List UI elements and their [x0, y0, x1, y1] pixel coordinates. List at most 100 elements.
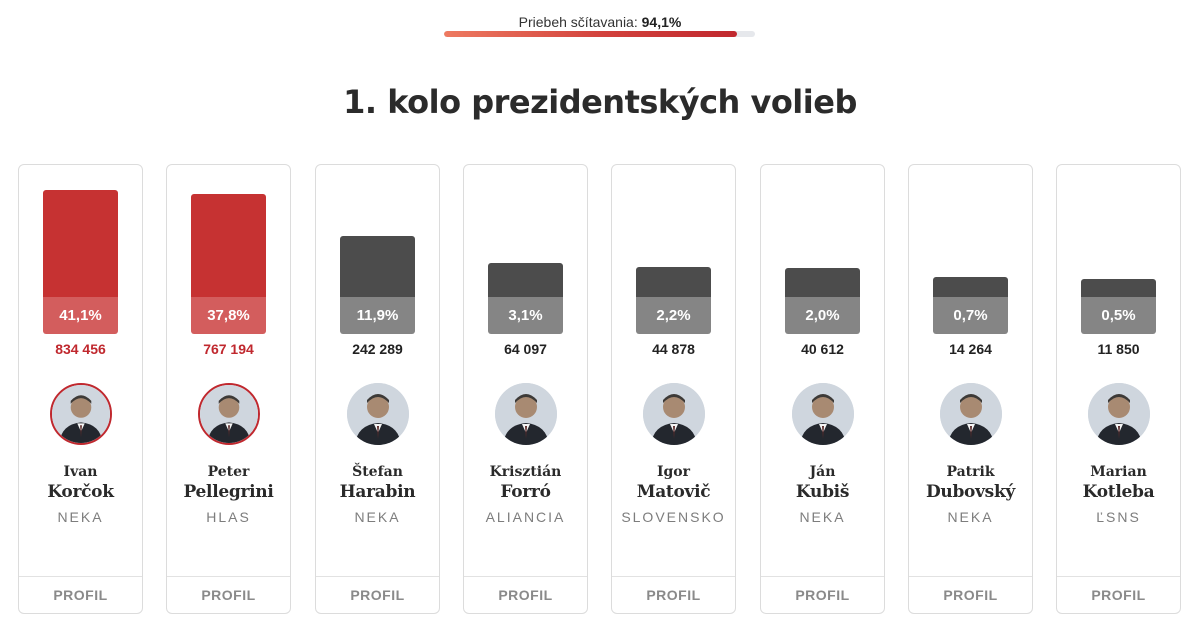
person-silhouette-icon [200, 385, 258, 443]
candidate-card: 0,5% 11 850 Marian Kotleba ĽSNS PROFIL [1056, 164, 1181, 614]
candidate-party: NEKA [57, 509, 104, 525]
candidate-party: SLOVENSKO [621, 509, 726, 525]
counting-label: Priebeh sčítavania: [518, 14, 638, 30]
result-bar-fill [785, 267, 860, 297]
vote-count: 11 850 [1097, 341, 1140, 357]
candidate-party: HLAS [206, 509, 251, 525]
candidate-card: 37,8% 767 194 Peter Pellegrini HLAS PROFIL [166, 164, 291, 614]
candidate-avatar [1088, 383, 1150, 445]
candidate-card: 2,2% 44 878 Igor Matovič SLOVENSKO PROFIL [611, 164, 736, 614]
result-percent: 2,2% [636, 296, 711, 334]
candidate-last-name: Matovič [636, 482, 711, 502]
result-bar: 41,1% [43, 190, 118, 334]
vote-count: 44 878 [652, 341, 695, 357]
candidate-avatar [495, 383, 557, 445]
candidate-avatar [792, 383, 854, 445]
candidate-party: NEKA [354, 509, 401, 525]
candidate-first-name: Krisztián [489, 464, 562, 480]
profile-link[interactable]: PROFIL [943, 587, 998, 603]
candidate-party: ALIANCIA [485, 509, 566, 525]
candidate-card: 2,0% 40 612 Ján Kubiš NEKA PROFIL [760, 164, 885, 614]
candidate-avatar [198, 383, 260, 445]
person-silhouette-icon [495, 383, 557, 445]
result-bar-fill [191, 194, 266, 297]
profile-link[interactable]: PROFIL [1091, 587, 1146, 603]
result-bar-fill [933, 276, 1008, 297]
card-divider [1057, 576, 1180, 577]
vote-count: 40 612 [801, 341, 844, 357]
card-divider [761, 576, 884, 577]
result-bar: 0,5% [1081, 278, 1156, 334]
candidate-first-name: Patrik [946, 464, 995, 480]
vote-count: 767 194 [203, 341, 254, 357]
result-bar: 0,7% [933, 276, 1008, 334]
result-percent: 3,1% [488, 296, 563, 334]
candidate-avatar [347, 383, 409, 445]
candidate-last-name: Forró [500, 482, 551, 502]
vote-count: 64 097 [504, 341, 547, 357]
candidate-first-name: Ivan [63, 464, 98, 480]
candidate-last-name: Kubiš [795, 482, 850, 502]
person-silhouette-icon [940, 383, 1002, 445]
vote-count: 834 456 [55, 341, 106, 357]
result-bar-fill [636, 266, 711, 297]
candidate-list: 41,1% 834 456 Ivan Korčok NEKA PROFIL 37,8% 767… [18, 164, 1182, 614]
result-bar-fill [340, 236, 415, 297]
card-divider [167, 576, 290, 577]
profile-link[interactable]: PROFIL [350, 587, 405, 603]
result-bar: 3,1% [488, 262, 563, 334]
candidate-last-name: Harabin [339, 482, 416, 502]
card-divider [612, 576, 735, 577]
result-bar: 2,2% [636, 266, 711, 334]
candidate-card: 11,9% 242 289 Štefan Harabin NEKA PROFIL [315, 164, 440, 614]
vote-count: 14 264 [949, 341, 992, 357]
candidate-card: 0,7% 14 264 Patrik Dubovský NEKA PROFIL [908, 164, 1033, 614]
person-silhouette-icon [1088, 383, 1150, 445]
result-bar-fill [43, 190, 118, 297]
candidate-first-name: Peter [207, 464, 250, 480]
candidate-party: ĽSNS [1096, 509, 1141, 525]
candidate-first-name: Štefan [352, 464, 403, 480]
counting-progress-text: Priebeh sčítavania: 94,1% [0, 12, 1200, 32]
person-silhouette-icon [643, 383, 705, 445]
candidate-card: 41,1% 834 456 Ivan Korčok NEKA PROFIL [18, 164, 143, 614]
result-bar: 37,8% [191, 194, 266, 334]
candidate-last-name: Dubovský [925, 482, 1016, 502]
result-bar: 11,9% [340, 236, 415, 334]
profile-link[interactable]: PROFIL [53, 587, 108, 603]
candidate-party: NEKA [799, 509, 846, 525]
result-percent: 0,7% [933, 296, 1008, 334]
result-percent: 37,8% [191, 296, 266, 334]
result-bar: 2,0% [785, 267, 860, 334]
candidate-avatar [50, 383, 112, 445]
result-bar-fill [1081, 278, 1156, 297]
candidate-first-name: Marian [1090, 464, 1147, 480]
counting-progress-fill [444, 31, 737, 37]
candidate-last-name: Kotleba [1082, 482, 1155, 502]
person-silhouette-icon [52, 385, 110, 443]
profile-link[interactable]: PROFIL [498, 587, 553, 603]
candidate-avatar [940, 383, 1002, 445]
profile-link[interactable]: PROFIL [795, 587, 850, 603]
counting-value: 94,1% [641, 14, 682, 30]
card-divider [316, 576, 439, 577]
card-divider [464, 576, 587, 577]
profile-link[interactable]: PROFIL [646, 587, 701, 603]
page-title: 1. kolo prezidentských volieb [343, 83, 857, 121]
result-percent: 11,9% [340, 296, 415, 334]
candidate-first-name: Ján [809, 464, 836, 480]
candidate-last-name: Korčok [47, 482, 114, 502]
counting-progress-bar [444, 31, 755, 37]
counting-progress: Priebeh sčítavania: 94,1% [0, 12, 1200, 32]
person-silhouette-icon [792, 383, 854, 445]
candidate-avatar [643, 383, 705, 445]
result-percent: 0,5% [1081, 296, 1156, 334]
candidate-first-name: Igor [656, 464, 691, 480]
result-percent: 41,1% [43, 297, 118, 334]
profile-link[interactable]: PROFIL [201, 587, 256, 603]
card-divider [909, 576, 1032, 577]
person-silhouette-icon [347, 383, 409, 445]
vote-count: 242 289 [352, 341, 403, 357]
result-percent: 2,0% [785, 296, 860, 334]
candidate-last-name: Pellegrini [183, 482, 274, 502]
